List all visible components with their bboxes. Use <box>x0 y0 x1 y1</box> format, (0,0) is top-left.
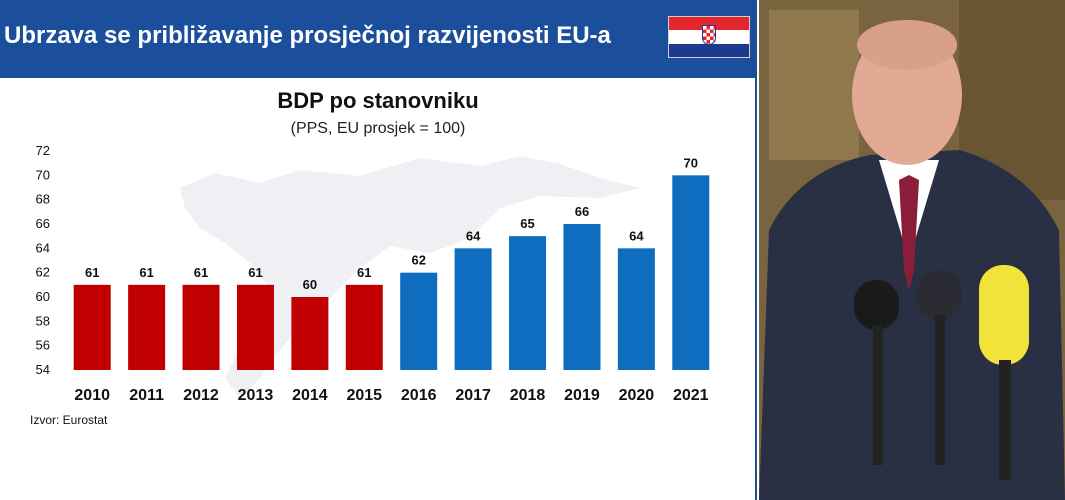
bar <box>509 236 547 370</box>
y-tick-label: 64 <box>36 240 50 255</box>
x-tick-label: 2021 <box>673 387 709 404</box>
speaker-photo <box>759 0 1065 500</box>
data-label: 61 <box>357 265 371 280</box>
x-tick-label: 2011 <box>129 387 164 404</box>
y-tick-label: 60 <box>36 289 50 304</box>
source-note: Izvor: Eurostat <box>30 413 108 427</box>
y-tick-label: 56 <box>36 338 50 353</box>
data-label: 70 <box>684 155 698 170</box>
coat-of-arms-icon <box>702 25 716 45</box>
data-label: 65 <box>520 216 534 231</box>
y-tick-label: 54 <box>36 362 50 377</box>
bar <box>73 284 111 370</box>
y-tick-label: 58 <box>36 313 50 328</box>
bars <box>73 175 710 370</box>
data-label: 64 <box>466 228 481 243</box>
data-label: 61 <box>139 265 153 280</box>
bar <box>617 248 655 370</box>
data-label: 64 <box>629 228 644 243</box>
y-axis: 54 56 58 60 62 64 66 68 70 72 <box>36 143 50 377</box>
data-label: 66 <box>575 204 589 219</box>
bar <box>563 224 601 370</box>
data-label: 61 <box>248 265 262 280</box>
y-tick-label: 70 <box>36 167 50 182</box>
x-tick-label: 2019 <box>564 387 600 404</box>
bar <box>400 272 438 370</box>
x-tick-label: 2015 <box>346 387 382 404</box>
page-title: Ubrzava se približavanje prosječnoj razv… <box>4 22 611 49</box>
x-tick-label: 2017 <box>455 387 491 404</box>
bar <box>128 284 166 370</box>
chart-subtitle: (PPS, EU prosjek = 100) <box>291 120 466 137</box>
croatia-flag-icon <box>668 16 750 58</box>
x-tick-label: 2018 <box>510 387 546 404</box>
speaker-photo-illustration <box>759 0 1065 500</box>
chart-title: BDP po stanovniku <box>277 88 478 113</box>
data-labels: 61 61 61 61 60 61 62 64 65 66 64 70 <box>85 155 698 292</box>
header-bar: Ubrzava se približavanje prosječnoj razv… <box>0 0 757 78</box>
data-label: 61 <box>194 265 208 280</box>
x-axis: 2010 2011 2012 2013 2014 2015 2016 2017 2018 2019… <box>74 387 708 404</box>
x-tick-label: 2016 <box>401 387 437 404</box>
x-tick-label: 2020 <box>619 387 655 404</box>
data-label: 61 <box>85 265 99 280</box>
bar-chart: BDP po stanovniku (PPS, EU prosjek = 100… <box>30 88 710 427</box>
x-tick-label: 2010 <box>74 387 110 404</box>
y-tick-label: 62 <box>36 265 50 280</box>
y-tick-label: 72 <box>36 143 50 158</box>
bar <box>345 284 383 370</box>
data-label: 60 <box>303 277 317 292</box>
data-label: 62 <box>411 253 425 268</box>
bar <box>454 248 492 370</box>
x-tick-label: 2012 <box>183 387 219 404</box>
y-tick-label: 66 <box>36 216 50 231</box>
bar <box>182 284 220 370</box>
x-tick-label: 2013 <box>238 387 274 404</box>
bar <box>672 175 710 370</box>
bar <box>291 297 329 370</box>
y-tick-label: 68 <box>36 192 50 207</box>
croatia-map-watermark <box>180 156 640 398</box>
x-tick-label: 2014 <box>292 387 328 404</box>
bar <box>236 284 274 370</box>
